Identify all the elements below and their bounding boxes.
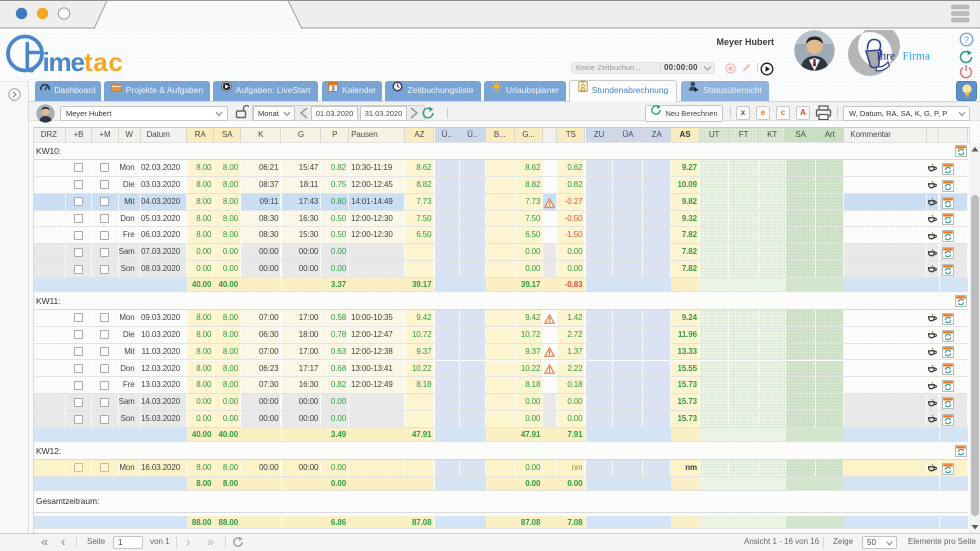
svg-text:tac: tac	[84, 47, 123, 77]
svg-text:Firma: Firma	[903, 51, 930, 63]
svg-text:?: ?	[964, 35, 969, 45]
svg-text:ime: ime	[43, 47, 85, 77]
svg-text:3: 3	[331, 86, 335, 93]
svg-text:Ihre: Ihre	[877, 51, 896, 63]
